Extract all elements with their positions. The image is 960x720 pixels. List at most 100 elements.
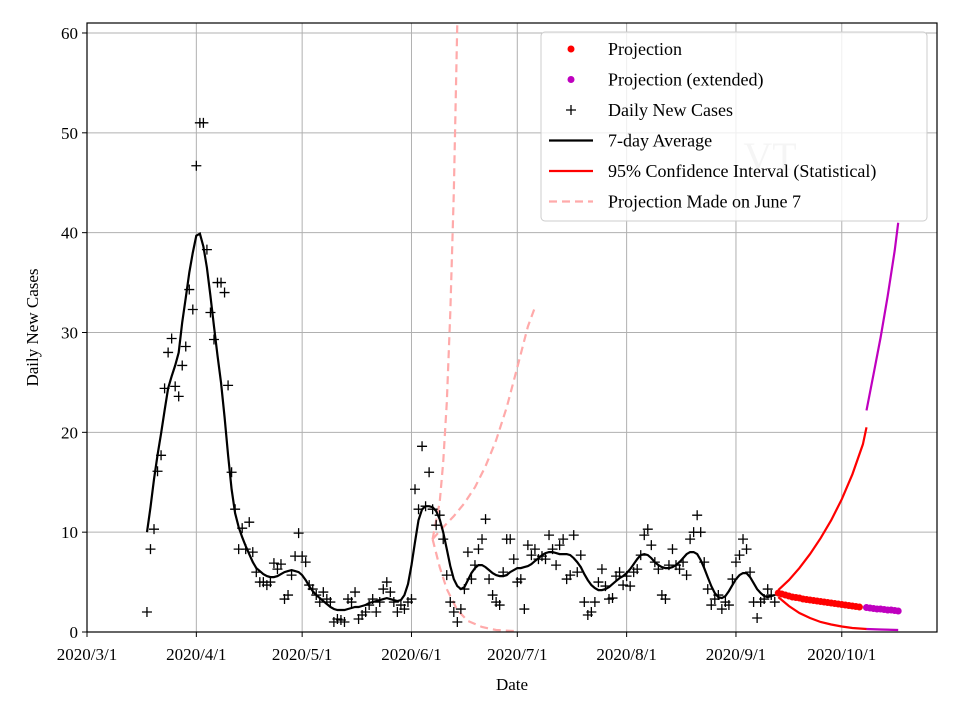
legend-item-june7: Projection Made on June 7 (549, 192, 801, 212)
daily-case-point (568, 530, 579, 541)
y-tick-label: 50 (61, 124, 78, 143)
daily-case-point (589, 597, 600, 608)
daily-case-point (667, 544, 678, 555)
daily-case-point (191, 160, 202, 171)
y-tick-label: 40 (61, 224, 78, 243)
daily-case-point (177, 360, 188, 371)
daily-case-point (575, 550, 586, 561)
daily-case-point (572, 567, 583, 578)
daily-case-point (145, 544, 156, 555)
projection-series (774, 589, 902, 615)
daily-case-point (205, 307, 216, 318)
x-tick-label: 2020/6/1 (381, 645, 441, 664)
daily-case-point (275, 559, 286, 570)
daily-case-point (544, 530, 555, 541)
daily-case-point (141, 607, 152, 618)
daily-case-point (762, 584, 773, 595)
daily-case-point (339, 617, 350, 628)
daily-case-point (586, 607, 597, 618)
daily-case-point (695, 527, 706, 538)
daily-case-point (173, 391, 184, 402)
x-tick-label: 2020/9/1 (706, 645, 766, 664)
daily-case-point (607, 593, 618, 604)
daily-case-point (223, 380, 234, 391)
daily-case-point (325, 597, 336, 608)
ci-lower-line (777, 596, 867, 631)
daily-case-point (187, 304, 198, 315)
daily-case-point (681, 570, 692, 581)
daily-case-point (265, 577, 276, 588)
daily-case-point (385, 587, 396, 598)
daily-case-point (494, 600, 505, 611)
y-axis-title: Daily New Cases (23, 268, 42, 386)
daily-case-point (427, 504, 438, 515)
daily-case-point (392, 607, 403, 618)
daily-case-point (166, 333, 177, 344)
x-tick-label: 2020/7/1 (487, 645, 547, 664)
daily-case-point (180, 341, 191, 352)
legend-label: 95% Confidence Interval (Statistical) (608, 161, 876, 182)
daily-case-point (417, 441, 428, 452)
daily-case-point (515, 574, 526, 585)
legend-label: Daily New Cases (608, 100, 733, 120)
plot-area (141, 22, 902, 633)
ci-lower-extended-line (866, 627, 899, 632)
daily-case-point (752, 613, 763, 624)
daily-case-point (579, 597, 590, 608)
june7-projection-series (431, 22, 536, 633)
plot-frame (86, 22, 938, 633)
daily-case-point (149, 524, 160, 535)
daily-case-point (618, 580, 629, 591)
daily-case-point (431, 520, 442, 531)
daily-case-point (713, 590, 724, 601)
projection-point (855, 603, 863, 611)
daily-case-point (716, 604, 727, 615)
daily-case-point (455, 604, 466, 615)
daily-case-point (526, 550, 537, 561)
seven-day-average-line (145, 232, 776, 612)
legend: Projection Projection (extended) Daily New… (540, 31, 928, 222)
daily-case-point (300, 557, 311, 568)
x-tick-label: 2020/10/1 (807, 645, 876, 664)
legend-label: Projection (608, 39, 682, 59)
x-axis-title: Date (496, 675, 528, 694)
legend-dot-icon (567, 76, 575, 83)
june7-middle-line (431, 307, 536, 540)
daily-case-point (378, 584, 389, 595)
projection-extended-point (894, 607, 902, 615)
daily-case-point (529, 544, 540, 555)
daily-case-point (730, 557, 741, 568)
y-tick-label: 30 (61, 323, 78, 342)
ci-upper-extended-line (865, 222, 900, 411)
axis-ticks: 2020/3/1 2020/4/1 2020/5/1 2020/6/1 2020/7/1… (57, 24, 876, 664)
daily-case-point (522, 540, 533, 551)
daily-case-point (639, 530, 650, 541)
june7-lower-line (431, 538, 518, 633)
daily-case-point (445, 597, 456, 608)
legend-dot-icon (567, 45, 575, 53)
daily-case-point (642, 524, 653, 535)
daily-case-point (268, 558, 279, 569)
y-tick-label: 10 (61, 523, 78, 542)
daily-case-point (551, 560, 562, 571)
daily-case-point (170, 381, 181, 392)
y-tick-label: 20 (61, 423, 78, 442)
daily-case-point (216, 277, 227, 288)
ci-upper-line (777, 427, 868, 591)
daily-case-point (674, 564, 685, 575)
daily-case-point (723, 600, 734, 611)
daily-case-point (410, 484, 421, 495)
daily-case-point (198, 117, 209, 128)
confidence-interval-series (777, 222, 900, 632)
legend-label: Projection Made on June 7 (608, 192, 801, 212)
daily-case-point (660, 594, 671, 605)
y-tick-label: 60 (61, 24, 78, 43)
daily-case-point (769, 597, 780, 608)
x-tick-label: 2020/4/1 (166, 645, 226, 664)
daily-case-point (399, 604, 410, 615)
daily-case-point (226, 467, 237, 478)
daily-case-point (208, 334, 219, 345)
daily-case-point (487, 590, 498, 601)
daily-case-point (477, 534, 488, 545)
legend-item-ci: 95% Confidence Interval (Statistical) (549, 161, 876, 182)
